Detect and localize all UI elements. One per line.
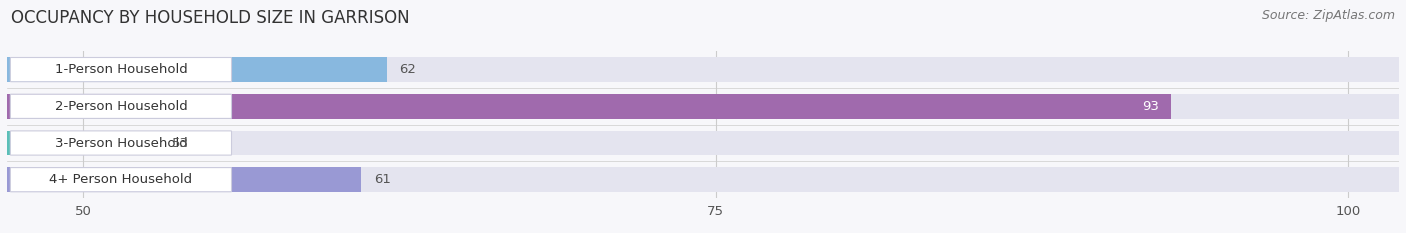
Bar [7,57,387,82]
Text: Source: ZipAtlas.com: Source: ZipAtlas.com [1261,9,1395,22]
Bar [7,94,1399,119]
Text: 2-Person Household: 2-Person Household [55,100,187,113]
FancyBboxPatch shape [10,131,232,155]
Bar [7,167,1399,192]
Text: 1-Person Household: 1-Person Household [55,63,187,76]
FancyBboxPatch shape [10,168,232,192]
Text: 53: 53 [172,137,188,150]
Bar [7,130,159,155]
Bar [7,94,1171,119]
Bar [7,130,1399,155]
Text: 3-Person Household: 3-Person Household [55,137,187,150]
Text: 4+ Person Household: 4+ Person Household [49,173,193,186]
Text: 62: 62 [399,63,416,76]
FancyBboxPatch shape [10,58,232,82]
FancyBboxPatch shape [10,94,232,118]
Bar [7,167,361,192]
Bar [7,57,1399,82]
Text: 93: 93 [1142,100,1159,113]
Text: OCCUPANCY BY HOUSEHOLD SIZE IN GARRISON: OCCUPANCY BY HOUSEHOLD SIZE IN GARRISON [11,9,411,27]
Text: 61: 61 [374,173,391,186]
